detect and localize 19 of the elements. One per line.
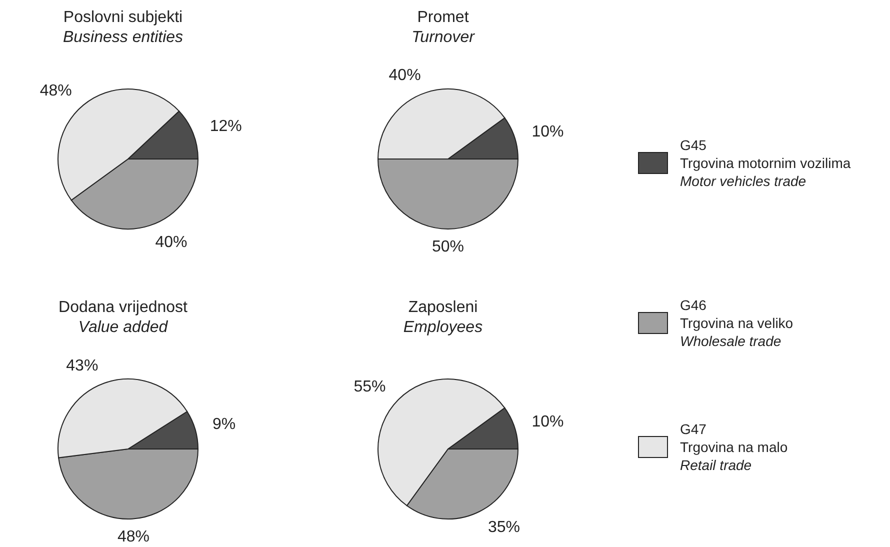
data-label: 48% — [40, 82, 72, 100]
data-label: 9% — [212, 416, 236, 433]
data-label: 40% — [155, 234, 188, 252]
data-label: 40% — [388, 66, 421, 84]
chart-title: Poslovni subjekti Business entities — [62, 8, 184, 48]
chart-title: Promet Turnover — [410, 8, 476, 48]
data-label: 12% — [210, 118, 242, 136]
data-label: 35% — [488, 518, 520, 536]
chart-title: Dodana vrijednost Value added — [58, 298, 188, 338]
data-label: 43% — [66, 358, 98, 375]
data-label: 10% — [532, 123, 564, 140]
data-label: 10% — [532, 413, 564, 430]
data-label: 55% — [354, 378, 386, 396]
chart-title: Zaposleni Employees — [402, 298, 484, 338]
data-label: 48% — [118, 528, 150, 546]
legend-label: G47 Trgovina na malo Retail trade — [680, 420, 788, 474]
data-label: 50% — [432, 238, 464, 256]
legend-label: G45 Trgovina motornim vozilima Motor vehicles trade — [680, 136, 851, 190]
legend-label: G46 Trgovina na veliko Wholesale trade — [680, 296, 794, 350]
